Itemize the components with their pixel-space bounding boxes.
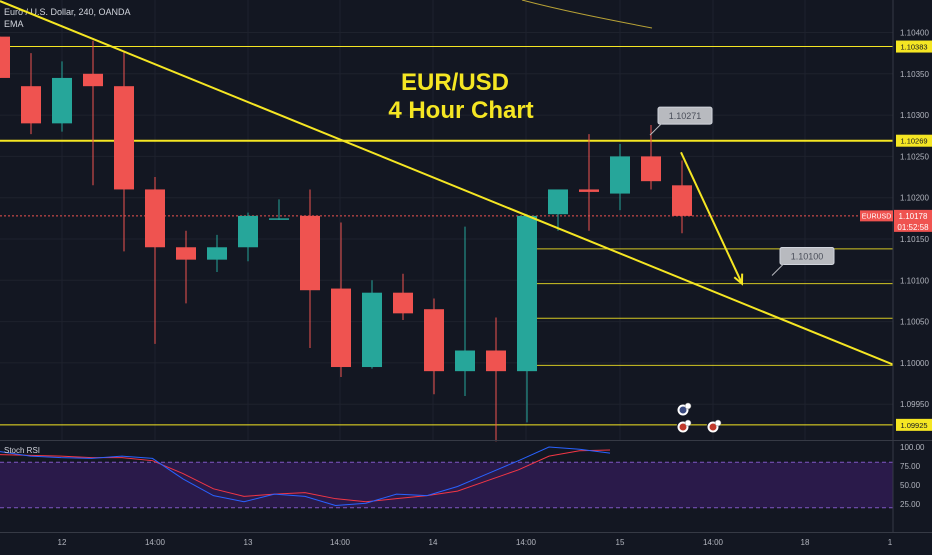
- level-tag-text: 1.10269: [900, 137, 927, 146]
- ema-line: [521, 0, 653, 29]
- rsi-tick-label: 100.00: [900, 443, 925, 452]
- candle-bull: [455, 350, 475, 372]
- price-tick-label: 1.10150: [900, 235, 929, 244]
- candle-bear: [83, 73, 103, 87]
- candle-bull: [238, 215, 258, 248]
- chart-title-line1: EUR/USD: [401, 69, 509, 96]
- candles: [0, 36, 692, 442]
- rsi-k-line: [0, 446, 611, 507]
- flag-icon: [709, 423, 717, 431]
- time-tick-label: 14:00: [330, 538, 351, 547]
- countdown-value: 01:52:58: [897, 223, 929, 232]
- rsi-label: Stoch RSI: [4, 446, 40, 455]
- time-tick-label: 15: [616, 538, 625, 547]
- candle-bear: [0, 36, 10, 78]
- indicator-label: EMA: [4, 19, 24, 29]
- rsi-band: [0, 462, 893, 508]
- stoch-rsi-pane[interactable]: Stoch RSI 100.00 75.00 50.00 25.00: [0, 440, 932, 533]
- level-tag-box: [896, 40, 932, 53]
- price-tick-label: 1.09950: [900, 400, 929, 409]
- callout-pointer: [771, 263, 785, 276]
- flag-icon: [679, 423, 687, 431]
- candle-bull: [517, 215, 537, 372]
- trendline[interactable]: [0, 0, 894, 366]
- price-tick-label: 1.10250: [900, 152, 929, 161]
- arrow-shaft: [680, 151, 743, 285]
- rsi-tick-label: 75.00: [900, 462, 921, 471]
- callout-box: [657, 106, 713, 125]
- price-tick-label: 1.10350: [900, 70, 929, 79]
- candle-bear: [176, 247, 196, 260]
- candle-bear: [393, 292, 413, 314]
- event-badge-icon: [714, 419, 722, 427]
- candle-bear: [579, 189, 599, 192]
- callout-pointer: [649, 122, 663, 136]
- event-badge-icon: [684, 419, 692, 427]
- time-tick-label: 14:00: [516, 538, 537, 547]
- level-tags: 1.10383 1.10269 1.09925: [896, 40, 932, 431]
- candle-bull: [269, 218, 289, 220]
- symbol-tag: [860, 210, 893, 222]
- current-price-tag: EURUSD 1.10178 01:52:58: [860, 209, 932, 232]
- candle-bear: [486, 350, 506, 372]
- price-tick-label: 1.10100: [900, 276, 929, 285]
- chart-title-line2: 4 Hour Chart: [388, 97, 533, 124]
- candle-bear: [424, 309, 444, 372]
- time-tick-label: 12: [58, 538, 67, 547]
- flag-icon: [679, 406, 687, 414]
- time-tick-label: 13: [244, 538, 253, 547]
- arrow-head: [733, 273, 744, 286]
- price-callouts: 1.10271 1.10100: [649, 106, 835, 276]
- candle-bull: [362, 292, 382, 368]
- level-tag-box: [896, 134, 932, 147]
- level-tag-text: 1.09925: [900, 421, 927, 430]
- symbol-tag-text: EURUSD: [862, 213, 892, 220]
- current-price-tag-box: [894, 209, 932, 232]
- grid-lines: [0, 0, 893, 440]
- time-tick-labels: 12 14:00 13 14:00 14 14:00 15 14:00 18 1: [58, 538, 893, 547]
- level-tag-box: [896, 418, 932, 431]
- candle-bear: [21, 86, 41, 124]
- candle-bear: [114, 86, 134, 190]
- candle-bull: [207, 247, 227, 260]
- price-tick-label: 1.10200: [900, 194, 929, 203]
- price-tick-label: 1.10400: [900, 29, 929, 38]
- callout-box: [779, 247, 835, 266]
- candle-bear: [300, 215, 320, 291]
- candle-bull: [52, 77, 72, 124]
- level-tag-text: 1.10383: [900, 43, 927, 52]
- event-markers[interactable]: [676, 402, 722, 434]
- time-tick-label: 14:00: [703, 538, 724, 547]
- price-tick-label: 1.10300: [900, 111, 929, 120]
- rsi-tick-label: 25.00: [900, 500, 921, 509]
- time-tick-label: 1: [888, 538, 893, 547]
- candle-bear: [641, 156, 661, 182]
- candle-bull: [548, 189, 568, 215]
- candle-bear: [672, 185, 692, 216]
- callout-text: 1.10271: [669, 111, 702, 121]
- time-axis[interactable]: 12 14:00 13 14:00 14 14:00 15 14:00 18 1: [0, 532, 932, 548]
- candle-bear: [145, 189, 165, 248]
- event-badge-icon: [684, 402, 692, 410]
- forecast-arrow[interactable]: [680, 151, 744, 286]
- price-tick-label: 1.10000: [900, 359, 929, 368]
- symbol-line: Euro / U.S. Dollar, 240, OANDA: [4, 7, 131, 17]
- rsi-tick-label: 50.00: [900, 481, 921, 490]
- current-price-value: 1.10178: [899, 212, 928, 221]
- price-tick-labels: 1.10400 1.10350 1.10300 1.10250 1.10200 1.101…: [900, 29, 929, 410]
- candle-bear: [331, 288, 351, 368]
- horizontal-levels: [0, 46, 893, 426]
- time-tick-label: 18: [801, 538, 810, 547]
- time-tick-label: 14: [429, 538, 438, 547]
- price-axis[interactable]: 1.10400 1.10350 1.10300 1.10250 1.10200 1.101…: [860, 0, 932, 440]
- callout-text: 1.10100: [791, 252, 824, 262]
- price-tick-label: 1.10050: [900, 318, 929, 327]
- time-tick-label: 14:00: [145, 538, 166, 547]
- candle-bull: [610, 156, 630, 194]
- rsi-tick-labels: 100.00 75.00 50.00 25.00: [900, 443, 925, 509]
